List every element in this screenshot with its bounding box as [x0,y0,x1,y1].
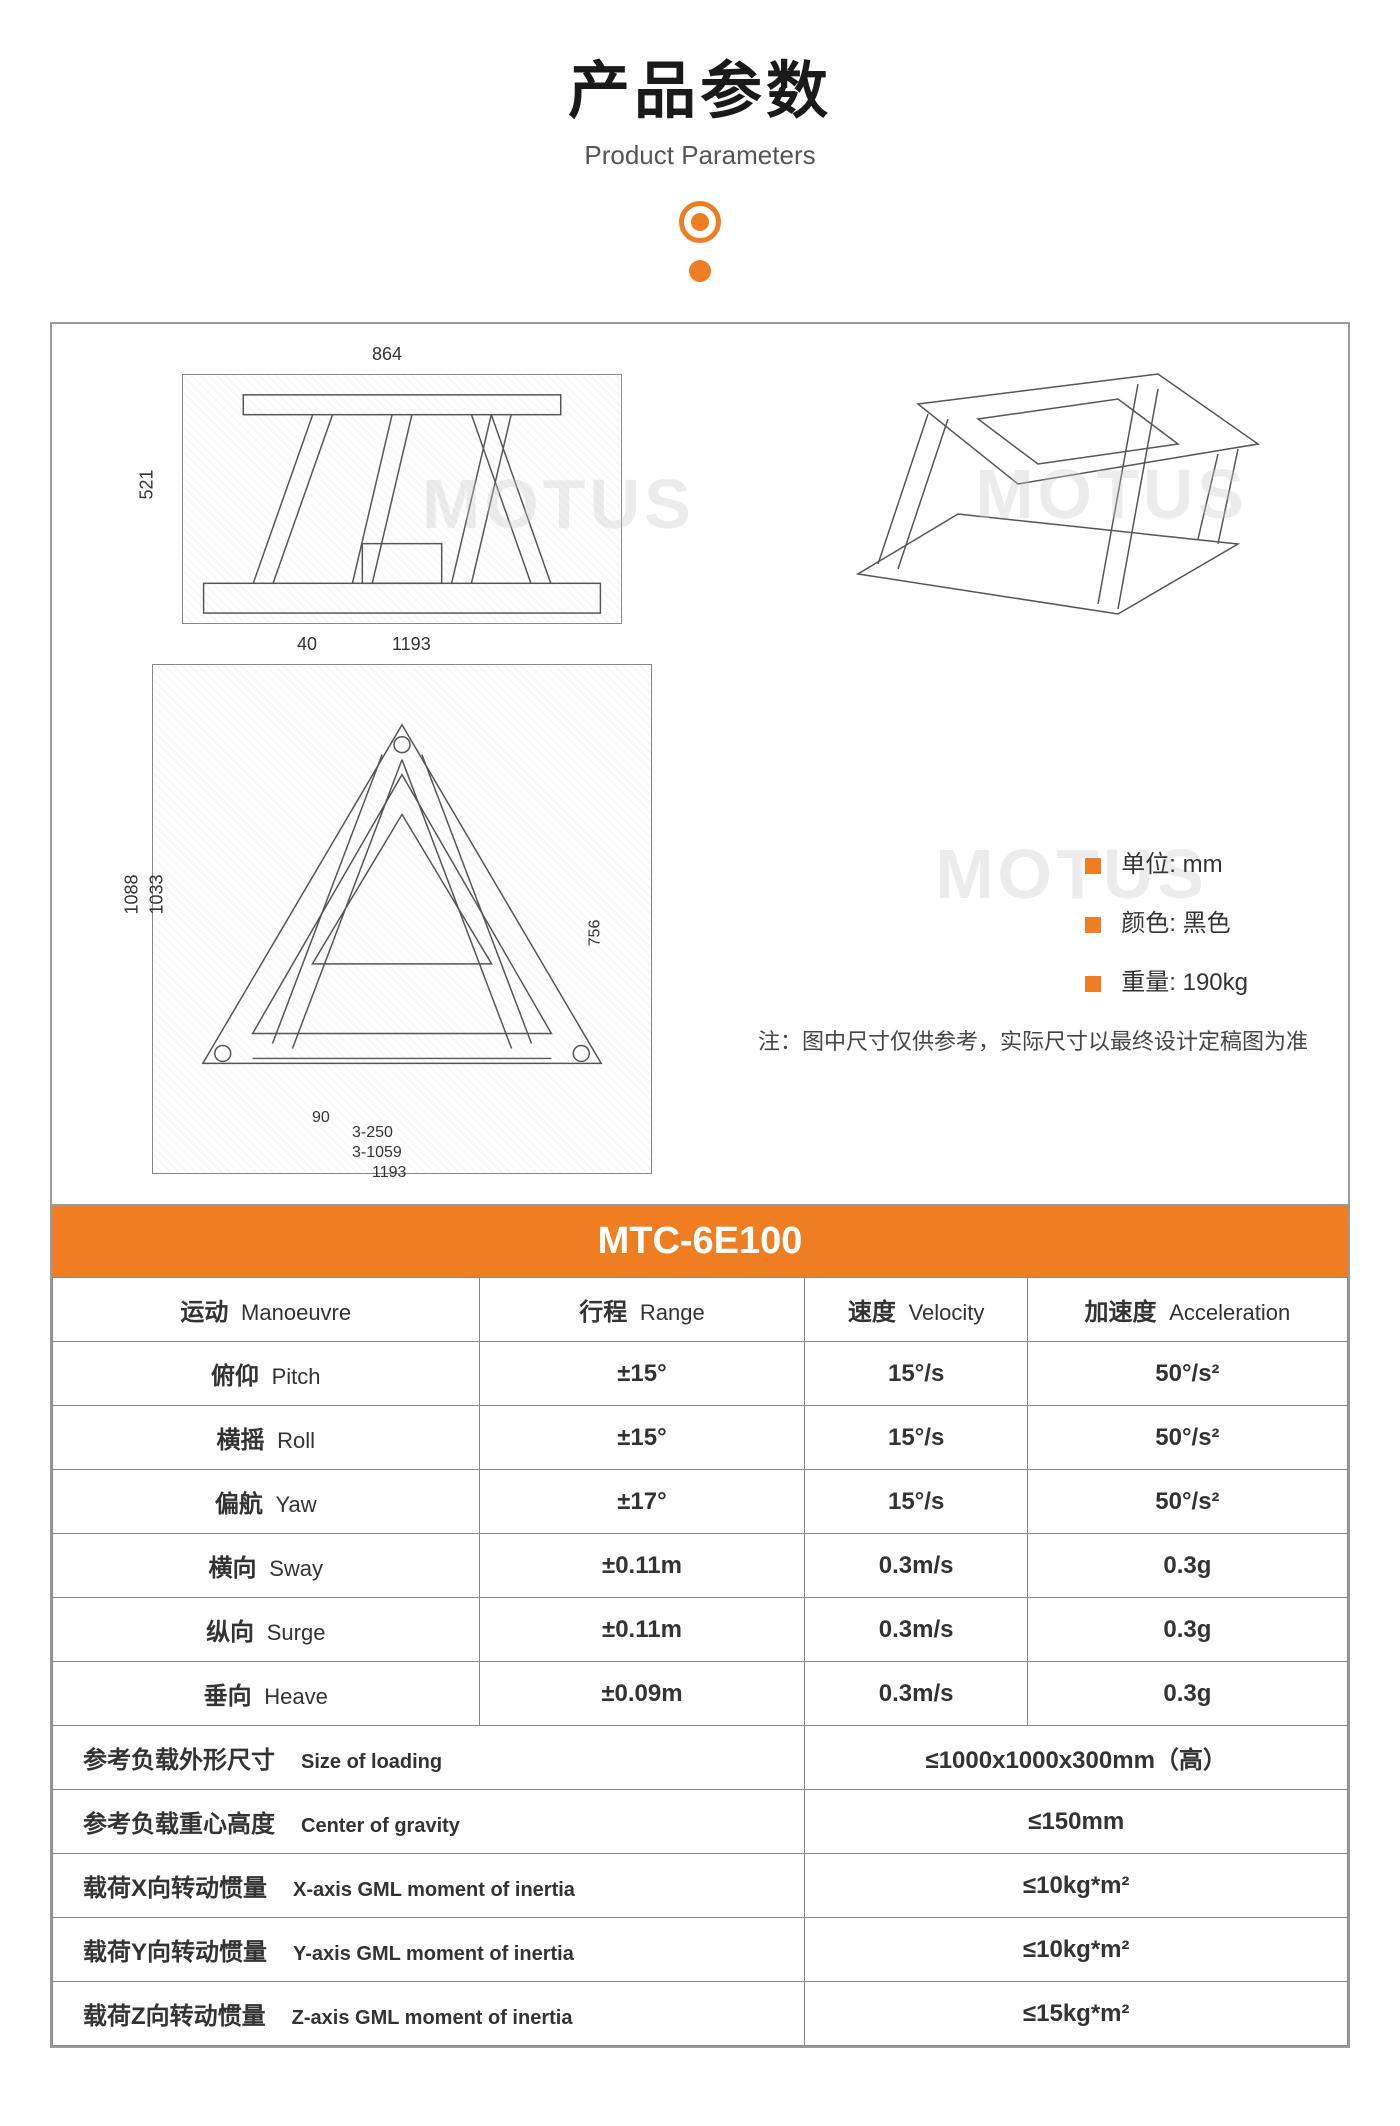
params-table: 运动 Manoeuvre 行程 Range 速度 Velocity 加速度 Ac… [52,1277,1348,2046]
content-box: 864 521 40 1193 MOTUS MOTUS MOTUS MOTUS … [50,322,1350,2048]
cell-spec-label: 参考负载重心高度Center of gravity [53,1790,805,1854]
cell-range: ±17° [479,1470,805,1534]
cell-range: ±0.09m [479,1662,805,1726]
title-en: Product Parameters [50,140,1350,171]
cell-spec-value: ≤10kg*m² [805,1854,1348,1918]
dim-tv-b3: 3-1059 [352,1144,402,1162]
cell-accel: 50°/s² [1027,1406,1347,1470]
dim-tv-h1: 1088 [122,874,143,914]
dim-tv-b4: 1193 [372,1164,406,1182]
cell-manoeuvre: 偏航 Yaw [53,1470,480,1534]
cell-spec-label: 载荷Z向转动惯量Z-axis GML moment of inertia [53,1982,805,2046]
spec-unit: 单位: mm [1085,844,1248,879]
cell-spec-value: ≤150mm [805,1790,1348,1854]
cell-spec-value: ≤10kg*m² [805,1918,1348,1982]
title-cn: 产品参数 [50,40,1350,130]
cell-manoeuvre: 横向 Sway [53,1534,480,1598]
table-row: 偏航 Yaw±17°15°/s50°/s² [53,1470,1348,1534]
bullet-icon [1085,976,1101,992]
model-bar: MTC-6E100 [52,1204,1348,1277]
dim-base-width: 1193 [392,634,431,655]
th-manoeuvre: 运动 Manoeuvre [53,1278,480,1342]
circle-target-icon [679,201,721,243]
cell-spec-label: 载荷X向转动惯量X-axis GML moment of inertia [53,1854,805,1918]
cell-range: ±15° [479,1342,805,1406]
table-spec-row: 载荷X向转动惯量X-axis GML moment of inertia≤10k… [53,1854,1348,1918]
bullet-icon [1085,917,1101,933]
table-row: 纵向 Surge±0.11m0.3m/s0.3g [53,1598,1348,1662]
cell-manoeuvre: 垂向 Heave [53,1662,480,1726]
th-velocity: 速度 Velocity [805,1278,1027,1342]
table-row: 垂向 Heave±0.09m0.3m/s0.3g [53,1662,1348,1726]
cell-velocity: 0.3m/s [805,1662,1027,1726]
cell-manoeuvre: 俯仰 Pitch [53,1342,480,1406]
table-row: 横向 Sway±0.11m0.3m/s0.3g [53,1534,1348,1598]
cell-velocity: 15°/s [805,1406,1027,1470]
cell-velocity: 15°/s [805,1470,1027,1534]
dim-tv-b1: 90 [312,1109,330,1127]
cell-velocity: 0.3m/s [805,1534,1027,1598]
dim-base-offset: 40 [297,634,317,655]
cell-manoeuvre: 纵向 Surge [53,1598,480,1662]
cell-velocity: 0.3m/s [805,1598,1027,1662]
bullet-icon [1085,858,1101,874]
header: 产品参数 Product Parameters [50,40,1350,171]
decoration [50,201,1350,282]
cell-accel: 0.3g [1027,1534,1347,1598]
dim-top-width: 864 [372,344,402,365]
table-header-row: 运动 Manoeuvre 行程 Range 速度 Velocity 加速度 Ac… [53,1278,1348,1342]
diagram-area: 864 521 40 1193 MOTUS MOTUS MOTUS MOTUS … [52,324,1348,1204]
cell-range: ±15° [479,1406,805,1470]
dim-tv-b2: 3-250 [352,1124,393,1142]
cell-spec-label: 载荷Y向转动惯量Y-axis GML moment of inertia [53,1918,805,1982]
cell-manoeuvre: 横摇 Roll [53,1406,480,1470]
dim-side-height: 521 [137,469,158,499]
table-spec-row: 参考负载重心高度Center of gravity≤150mm [53,1790,1348,1854]
cell-accel: 0.3g [1027,1598,1347,1662]
cell-spec-label: 参考负载外形尺寸Size of loading [53,1726,805,1790]
table-row: 横摇 Roll±15°15°/s50°/s² [53,1406,1348,1470]
dim-tv-h2: 1033 [147,874,168,914]
cell-range: ±0.11m [479,1534,805,1598]
diagram-note: 注：图中尺寸仅供参考，实际尺寸以最终设计定稿图为准 [758,1024,1308,1056]
table-spec-row: 载荷Z向转动惯量Z-axis GML moment of inertia≤15k… [53,1982,1348,2046]
circle-dot-icon [689,260,711,282]
cell-range: ±0.11m [479,1598,805,1662]
spec-list: 单位: mm 颜色: 黑色 重量: 190kg [1085,844,1248,1021]
th-range: 行程 Range [479,1278,805,1342]
cell-accel: 50°/s² [1027,1342,1347,1406]
th-accel: 加速度 Acceleration [1027,1278,1347,1342]
table-spec-row: 载荷Y向转动惯量Y-axis GML moment of inertia≤10k… [53,1918,1348,1982]
cell-spec-value: ≤15kg*m² [805,1982,1348,2046]
watermark-1: MOTUS [422,464,695,544]
dim-tv-inner: 756 [586,920,604,947]
top-view-drawing [152,664,652,1174]
watermark-2: MOTUS [975,454,1248,534]
cell-accel: 50°/s² [1027,1470,1347,1534]
table-row: 俯仰 Pitch±15°15°/s50°/s² [53,1342,1348,1406]
cell-accel: 0.3g [1027,1662,1347,1726]
table-spec-row: 参考负载外形尺寸Size of loading≤1000x1000x300mm（… [53,1726,1348,1790]
cell-velocity: 15°/s [805,1342,1027,1406]
spec-color: 颜色: 黑色 [1085,903,1248,938]
spec-weight: 重量: 190kg [1085,962,1248,997]
cell-spec-value: ≤1000x1000x300mm（高） [805,1726,1348,1790]
